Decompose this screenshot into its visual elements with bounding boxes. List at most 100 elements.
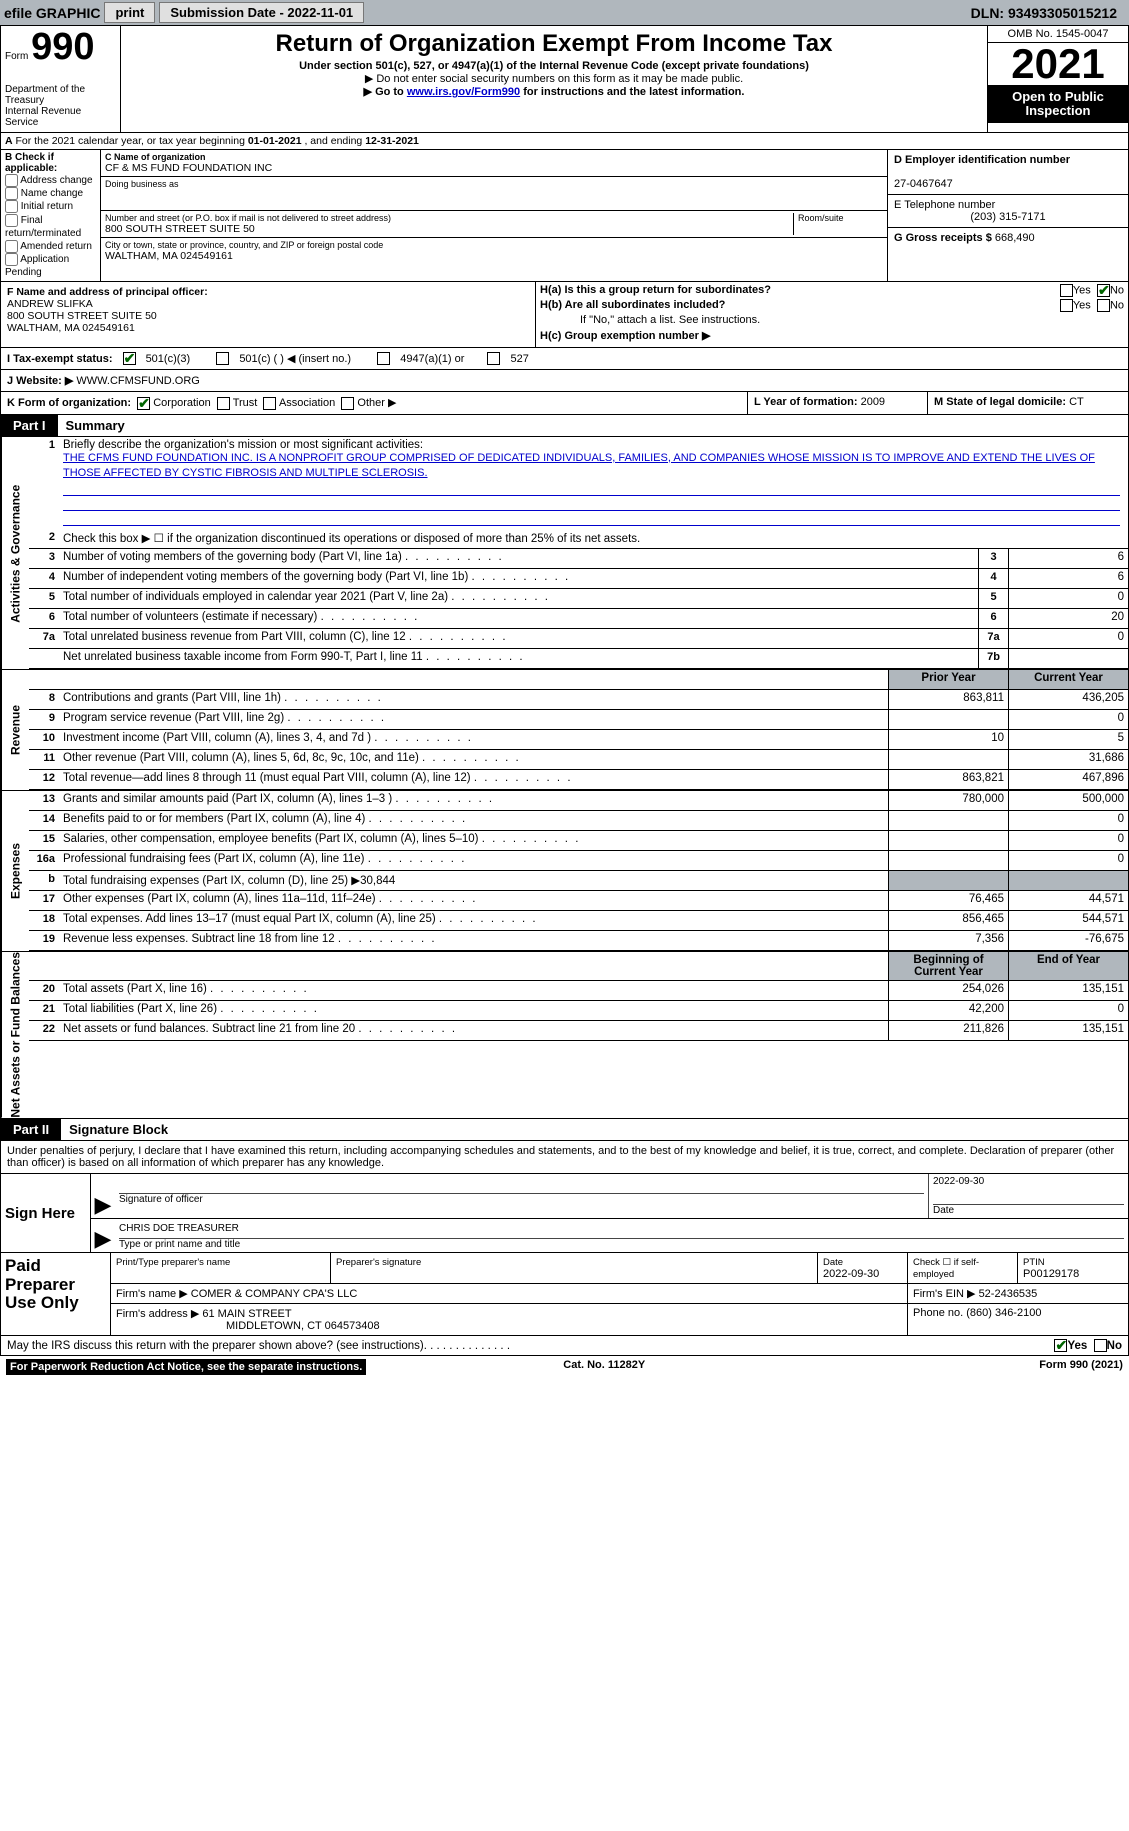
k-trust-chk[interactable] bbox=[217, 397, 230, 410]
sign-here-label: Sign Here bbox=[1, 1174, 91, 1252]
firm-addr-label: Firm's address ▶ bbox=[116, 1308, 199, 1320]
summary-table: Activities & Governance1Briefly describe… bbox=[0, 437, 1129, 1119]
line-desc: Total unrelated business revenue from Pa… bbox=[59, 629, 978, 648]
part1-title: Summary bbox=[58, 418, 125, 433]
a-mid: , and ending bbox=[302, 135, 366, 147]
j-label: J Website: ▶ bbox=[7, 374, 73, 387]
print-button[interactable]: print bbox=[104, 2, 155, 23]
line-num: 11 bbox=[29, 750, 59, 769]
k-other-chk[interactable] bbox=[341, 397, 354, 410]
f-label: F Name and address of principal officer: bbox=[7, 286, 208, 298]
line-desc: Grants and similar amounts paid (Part IX… bbox=[59, 791, 888, 810]
sig-date-val: 2022-09-30 bbox=[933, 1176, 1124, 1187]
b-opt-initial[interactable]: Initial return bbox=[5, 200, 96, 213]
summary-section: Expenses13Grants and similar amounts pai… bbox=[0, 791, 1129, 952]
line-num: 19 bbox=[29, 931, 59, 950]
ha-yes-chk[interactable] bbox=[1060, 284, 1073, 297]
line-cur: 500,000 bbox=[1008, 791, 1128, 810]
line-desc: Revenue less expenses. Subtract line 18 … bbox=[59, 931, 888, 950]
part2-bar: Part II Signature Block bbox=[0, 1119, 1129, 1141]
b-chk-pending[interactable] bbox=[5, 253, 18, 266]
b-chk-initial[interactable] bbox=[5, 200, 18, 213]
line-val: 0 bbox=[1008, 589, 1128, 608]
k-other: Other ▶ bbox=[357, 397, 396, 409]
submission-date-button[interactable]: Submission Date - 2022-11-01 bbox=[159, 2, 364, 23]
f-city: WALTHAM, MA 024549161 bbox=[7, 322, 135, 334]
line-prior: 780,000 bbox=[888, 791, 1008, 810]
line-desc: Net assets or fund balances. Subtract li… bbox=[59, 1021, 888, 1040]
b-chk-amended[interactable] bbox=[5, 240, 18, 253]
i-527-chk[interactable] bbox=[487, 352, 500, 365]
k-label: K Form of organization: bbox=[7, 397, 131, 409]
hb-note: If "No," attach a list. See instructions… bbox=[540, 314, 1124, 326]
e-phone: (203) 315-7171 bbox=[894, 211, 1122, 223]
row-a-tax-year: A For the 2021 calendar year, or tax yea… bbox=[0, 133, 1129, 150]
line-box: 7b bbox=[978, 649, 1008, 668]
efile-label: efile GRAPHIC bbox=[4, 5, 100, 21]
b-opt-final[interactable]: Final return/terminated bbox=[5, 214, 96, 240]
line-cur: 44,571 bbox=[1008, 891, 1128, 910]
line-num: 21 bbox=[29, 1001, 59, 1020]
paid-preparer-block: Paid Preparer Use Only Print/Type prepar… bbox=[0, 1253, 1129, 1336]
line-prior: 76,465 bbox=[888, 891, 1008, 910]
line-desc: Total revenue—add lines 8 through 11 (mu… bbox=[59, 770, 888, 789]
mission-text: THE CFMS FUND FOUNDATION INC. IS A NONPR… bbox=[63, 451, 1120, 482]
discuss-yes-chk[interactable] bbox=[1054, 1339, 1067, 1352]
dept-treasury: Department of the Treasury bbox=[5, 84, 116, 106]
line-num bbox=[29, 649, 59, 668]
a-begin-date: 01-01-2021 bbox=[248, 135, 302, 147]
b-chk-name[interactable] bbox=[5, 187, 18, 200]
b-opt-address[interactable]: Address change bbox=[5, 174, 96, 187]
line-prior bbox=[888, 871, 1008, 890]
prep-ptin-val: P00129178 bbox=[1023, 1268, 1079, 1280]
i-label: I Tax-exempt status: bbox=[7, 353, 113, 365]
ha-no: No bbox=[1110, 284, 1124, 296]
line-num: 8 bbox=[29, 690, 59, 709]
b-chk-final[interactable] bbox=[5, 214, 18, 227]
g-receipts: 668,490 bbox=[995, 232, 1035, 244]
i-501c-chk[interactable] bbox=[216, 352, 229, 365]
goto-pre: ▶ Go to bbox=[364, 86, 407, 98]
b-opt-pending[interactable]: Application Pending bbox=[5, 253, 96, 279]
firm-phone: (860) 346-2100 bbox=[966, 1307, 1041, 1319]
summary-section: Net Assets or Fund BalancesBeginning of … bbox=[0, 952, 1129, 1119]
hb-yes-chk[interactable] bbox=[1060, 299, 1073, 312]
line-cur: 0 bbox=[1008, 851, 1128, 870]
b-opt-name[interactable]: Name change bbox=[5, 187, 96, 200]
b-chk-address[interactable] bbox=[5, 174, 18, 187]
section-side-label: Revenue bbox=[1, 670, 29, 790]
line-num: 1 bbox=[29, 437, 59, 530]
k-corp: Corporation bbox=[153, 397, 210, 409]
firm-ein-label: Firm's EIN ▶ bbox=[913, 1288, 976, 1300]
i-501c3-chk[interactable] bbox=[123, 352, 136, 365]
sign-arrow-1: ▶ bbox=[91, 1174, 115, 1218]
hb-no-chk[interactable] bbox=[1097, 299, 1110, 312]
line-prior: 211,826 bbox=[888, 1021, 1008, 1040]
goto-link[interactable]: www.irs.gov/Form990 bbox=[407, 86, 520, 98]
i-4947: 4947(a)(1) or bbox=[400, 353, 464, 365]
line-cur bbox=[1008, 871, 1128, 890]
ssn-warning: ▶ Do not enter social security numbers o… bbox=[129, 72, 979, 85]
f-name: ANDREW SLIFKA bbox=[7, 298, 93, 310]
cat-no: Cat. No. 11282Y bbox=[563, 1359, 645, 1375]
line-box: 7a bbox=[978, 629, 1008, 648]
k-assoc-chk[interactable] bbox=[263, 397, 276, 410]
line-prior bbox=[888, 750, 1008, 769]
org-street: 800 SOUTH STREET SUITE 50 bbox=[105, 223, 793, 235]
i-4947-chk[interactable] bbox=[377, 352, 390, 365]
j-website: WWW.CFMSFUND.ORG bbox=[76, 375, 199, 387]
col-prior-header: Beginning of Current Year bbox=[888, 952, 1008, 980]
hb-no: No bbox=[1110, 299, 1124, 311]
signer-name: CHRIS DOE TREASURER bbox=[119, 1223, 239, 1234]
discuss-no-chk[interactable] bbox=[1094, 1339, 1107, 1352]
paperwork-notice: For Paperwork Reduction Act Notice, see … bbox=[6, 1359, 366, 1375]
ha-no-chk[interactable] bbox=[1097, 284, 1110, 297]
k-corp-chk[interactable] bbox=[137, 397, 150, 410]
prep-date-label: Date bbox=[823, 1257, 843, 1268]
line-box: 6 bbox=[978, 609, 1008, 628]
line-desc: Other revenue (Part VIII, column (A), li… bbox=[59, 750, 888, 769]
line-prior: 10 bbox=[888, 730, 1008, 749]
b-opt-amended[interactable]: Amended return bbox=[5, 240, 96, 253]
firm-addr2: MIDDLETOWN, CT 064573408 bbox=[116, 1320, 380, 1332]
line-val bbox=[1008, 649, 1128, 668]
